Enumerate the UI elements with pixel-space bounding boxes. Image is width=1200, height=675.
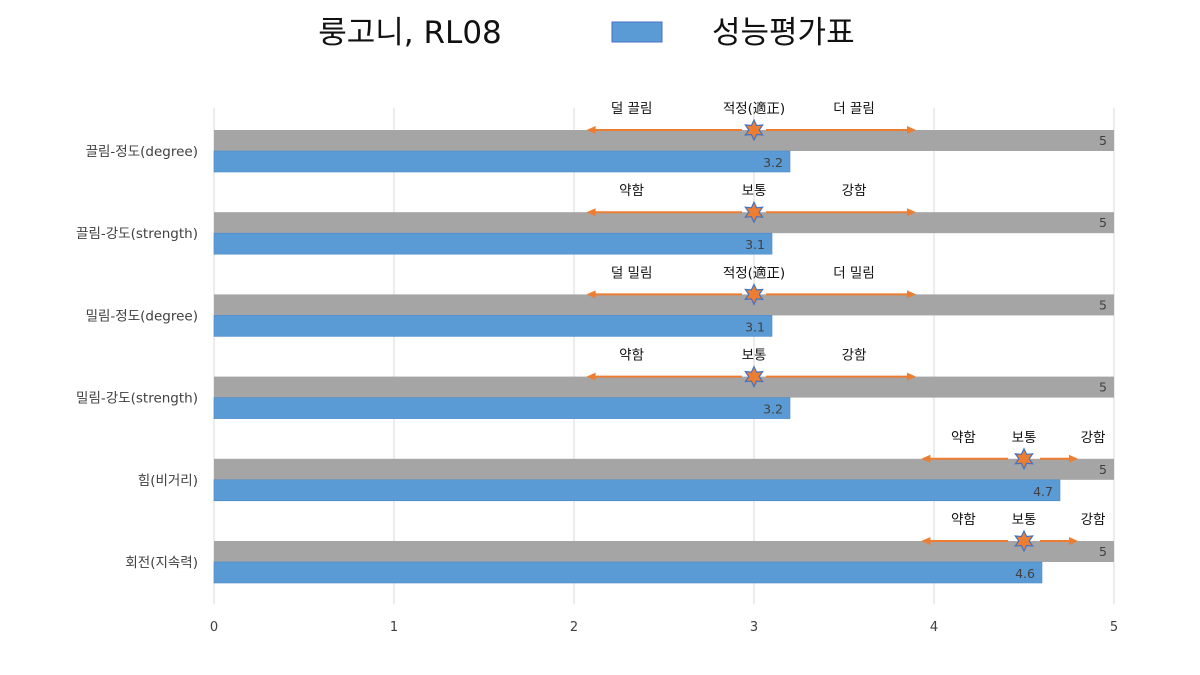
bar-gray [214,212,1114,234]
data-label-blue: 3.1 [745,237,765,252]
annotation-left-label: 약함 [951,512,976,528]
annotation-left-label: 약함 [619,348,644,364]
header-layer: 룽고니, RL08 성능평가표 [318,15,854,51]
data-label-blue: 4.7 [1033,484,1053,499]
category-label: 밀림-강도(strength) [76,391,198,407]
star-marker [744,365,764,389]
data-label-gray: 5 [1099,133,1107,148]
annotation-center-label: 보통 [1012,430,1037,446]
x-tick-label: 4 [930,620,938,635]
arrow-right-head [907,290,916,299]
bar-gray [214,294,1114,316]
category-label: 힘(비거리) [138,473,198,489]
category-label: 끌림-정도(degree) [86,144,198,160]
data-label-gray: 5 [1099,462,1107,477]
annotation-right-label: 더 끌림 [833,101,875,117]
arrow-left-head [586,372,596,381]
category-label: 밀림-정도(degree) [86,308,198,324]
annotation-right-label: 강함 [842,183,867,199]
data-label-blue: 3.2 [763,155,783,170]
annotation-center-label: 적정(適正) [723,264,785,281]
arrow-right-head [907,208,916,217]
bars-layer [213,130,1114,584]
data-label-gray: 5 [1099,544,1107,559]
x-tick-label: 5 [1110,620,1118,635]
arrow-left-head [921,454,931,463]
x-tick-label: 3 [750,620,758,635]
legend-label: 성능평가표 [712,15,855,51]
legend-swatch [611,21,663,43]
annotation-left-label: 약함 [619,183,644,199]
annotation-right-label: 더 밀림 [833,265,875,281]
star-marker [1014,529,1034,553]
arrow-right-head [1069,537,1078,545]
labels-layer: 0 1 2 3 4 5 5 3.2 끌림-정도(degree) 5 3.1 끌림-강도(strengt… [76,133,1118,635]
annotation-center-label: 보통 [742,348,767,364]
data-label-blue: 3.1 [745,319,765,334]
data-label-gray: 5 [1099,215,1107,230]
annotation-center-label: 보통 [742,183,767,199]
data-label-gray: 5 [1099,380,1107,395]
bar-blue [213,232,773,255]
annotation-right-label: 강함 [1081,512,1106,528]
bar-blue [213,150,791,173]
arrow-right-head [907,126,916,134]
data-label-blue: 4.6 [1015,566,1035,581]
bar-gray [214,130,1114,151]
data-label-gray: 5 [1099,297,1107,312]
bar-gray [214,376,1114,398]
star-marker [744,200,764,224]
annotation-center-label: 보통 [1012,512,1037,528]
chart-title: 룽고니, RL08 [318,15,502,51]
x-tick-label: 1 [390,620,398,635]
star-marker [744,118,764,142]
annotation-left-label: 덜 끌림 [611,101,653,117]
star-marker [1014,447,1034,471]
bar-blue [213,561,1043,584]
bar-gray [214,458,1114,480]
annotation-right-label: 강함 [842,348,867,364]
grid-layer [213,108,1115,604]
arrow-right-head [907,372,916,381]
arrow-left-head [586,290,596,299]
bar-blue [213,479,1061,502]
category-label: 끌림-강도(strength) [76,226,198,242]
x-tick-label: 2 [570,620,578,635]
star-marker [744,282,764,306]
bar-gray [214,541,1114,562]
arrow-right-head [1069,454,1078,463]
category-label: 회전(지속력) [125,555,198,571]
data-label-blue: 3.2 [763,402,783,417]
annotation-left-label: 약함 [951,430,976,446]
arrow-left-head [586,126,596,134]
arrow-left-head [921,537,931,545]
bar-blue [213,315,773,337]
x-tick-label: 0 [210,620,218,635]
annotation-center-label: 적정(適正) [723,100,785,117]
arrow-left-head [586,208,596,217]
annotation-right-label: 강함 [1081,430,1106,446]
bar-blue [213,397,791,419]
annotation-left-label: 덜 밀림 [611,265,653,281]
